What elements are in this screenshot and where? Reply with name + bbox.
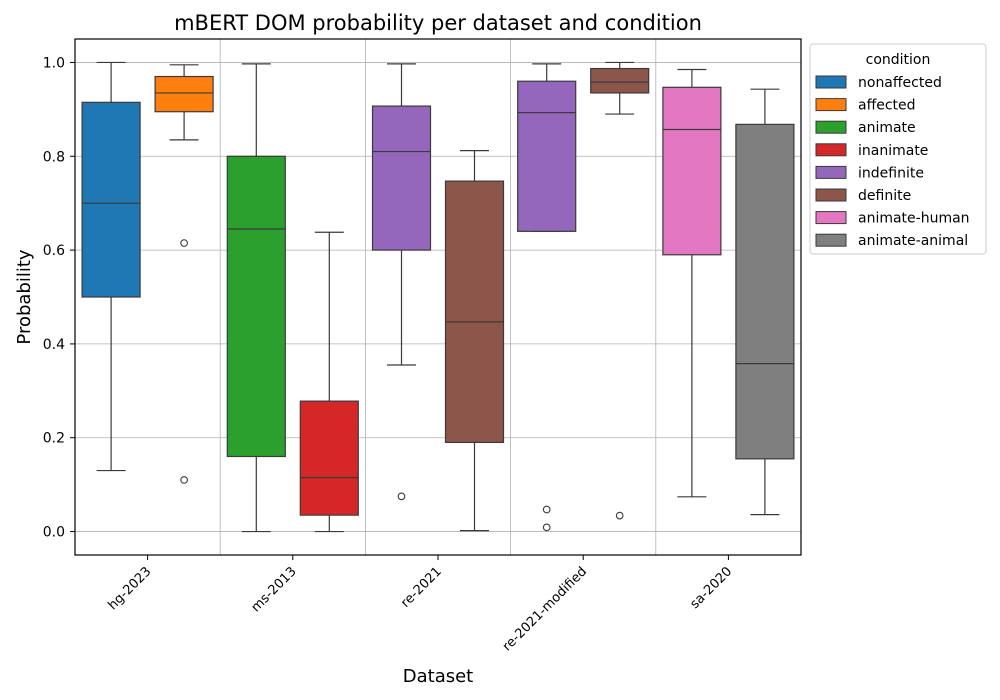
legend-entries: nonaffected affected animate inanimate indef… bbox=[815, 75, 970, 249]
legend-title: condition bbox=[866, 52, 931, 68]
legend-swatch bbox=[815, 211, 847, 225]
outlier-point bbox=[615, 511, 624, 520]
y-tick-label: 0.6 bbox=[43, 243, 65, 259]
box-iqr bbox=[299, 400, 359, 516]
legend-label: indefinite bbox=[858, 165, 924, 181]
outlier-point bbox=[180, 239, 188, 247]
legend-item-nonaffected: nonaffected bbox=[815, 75, 942, 91]
legend-item-animate-animal: animate-animal bbox=[815, 233, 968, 249]
legend-swatch bbox=[815, 188, 847, 202]
legend-swatch bbox=[815, 143, 847, 157]
x-tick-label: re-2021 bbox=[398, 564, 445, 611]
y-tick-label: 1.0 bbox=[43, 55, 65, 71]
legend-label: affected bbox=[858, 98, 916, 114]
x-tick-label: hg-2023 bbox=[105, 564, 154, 613]
box-hg-2023-nonaffected bbox=[81, 61, 141, 472]
legend-item-affected: affected bbox=[815, 98, 916, 114]
box-re-2021-modified-definite bbox=[590, 61, 650, 520]
box-re-2021-modified-indefinite bbox=[517, 63, 577, 532]
y-tick-label: 0.4 bbox=[43, 337, 65, 353]
box-iqr bbox=[735, 123, 795, 460]
legend-swatch bbox=[815, 165, 847, 179]
box-iqr bbox=[590, 67, 650, 94]
legend-label: animate-animal bbox=[858, 233, 968, 249]
box-sa-2020-animate-animal bbox=[735, 88, 795, 516]
x-axis-label: Dataset bbox=[403, 666, 474, 687]
legend-item-animate-human: animate-human bbox=[815, 211, 970, 227]
grid-lines bbox=[75, 39, 801, 555]
legend-item-indefinite: indefinite bbox=[815, 165, 924, 181]
box-iqr bbox=[371, 105, 432, 251]
box-iqr bbox=[662, 86, 722, 256]
legend-frame bbox=[809, 43, 987, 255]
y-tick-label: 0.2 bbox=[43, 431, 65, 447]
x-tick-label: sa-2020 bbox=[687, 564, 735, 612]
legend-item-animate: animate bbox=[815, 120, 916, 136]
box-sa-2020-animate-human bbox=[662, 68, 722, 498]
y-tick-label: 0.0 bbox=[43, 525, 65, 541]
legend-item-definite: definite bbox=[815, 188, 911, 204]
box-iqr bbox=[154, 75, 214, 113]
legend-label: nonaffected bbox=[858, 75, 942, 91]
box-hg-2023-affected bbox=[154, 64, 214, 484]
x-axis-ticks: hg-2023 ms-2013 re-2021 re-2021-modified sa-… bbox=[105, 555, 735, 654]
box-ms-2013-inanimate bbox=[299, 231, 359, 533]
legend-label: animate-human bbox=[858, 211, 970, 227]
legend-label: definite bbox=[858, 188, 911, 204]
y-axis-label: Probability bbox=[14, 249, 35, 344]
y-axis-ticks: 0.0 0.2 0.4 0.6 0.8 1.0 bbox=[43, 55, 75, 541]
box-iqr bbox=[444, 180, 505, 444]
legend-swatch bbox=[815, 98, 847, 112]
box-iqr bbox=[517, 80, 577, 232]
legend-swatch bbox=[815, 233, 847, 247]
outlier-point bbox=[397, 492, 406, 501]
outlier-point bbox=[180, 476, 188, 484]
x-tick-label: re-2021-modified bbox=[500, 564, 590, 654]
legend-item-inanimate: inanimate bbox=[815, 143, 928, 159]
legend-swatch bbox=[815, 120, 847, 134]
legend-label: inanimate bbox=[858, 143, 928, 159]
legend-label: animate bbox=[858, 120, 916, 136]
box-re-2021-indefinite bbox=[371, 63, 432, 501]
legend: condition nonaffected affected animate inan… bbox=[809, 43, 987, 255]
outlier-point bbox=[542, 505, 551, 514]
box-series bbox=[81, 61, 795, 533]
box-re-2021-definite bbox=[444, 150, 505, 532]
legend-swatch bbox=[815, 75, 847, 89]
box-iqr bbox=[81, 101, 141, 298]
x-tick-label: ms-2013 bbox=[249, 564, 300, 615]
y-tick-label: 0.8 bbox=[43, 149, 65, 165]
box-ms-2013-animate bbox=[226, 63, 286, 533]
box-iqr bbox=[226, 155, 286, 458]
outlier-point bbox=[542, 523, 551, 532]
chart-title: mBERT DOM probability per dataset and co… bbox=[174, 11, 702, 35]
